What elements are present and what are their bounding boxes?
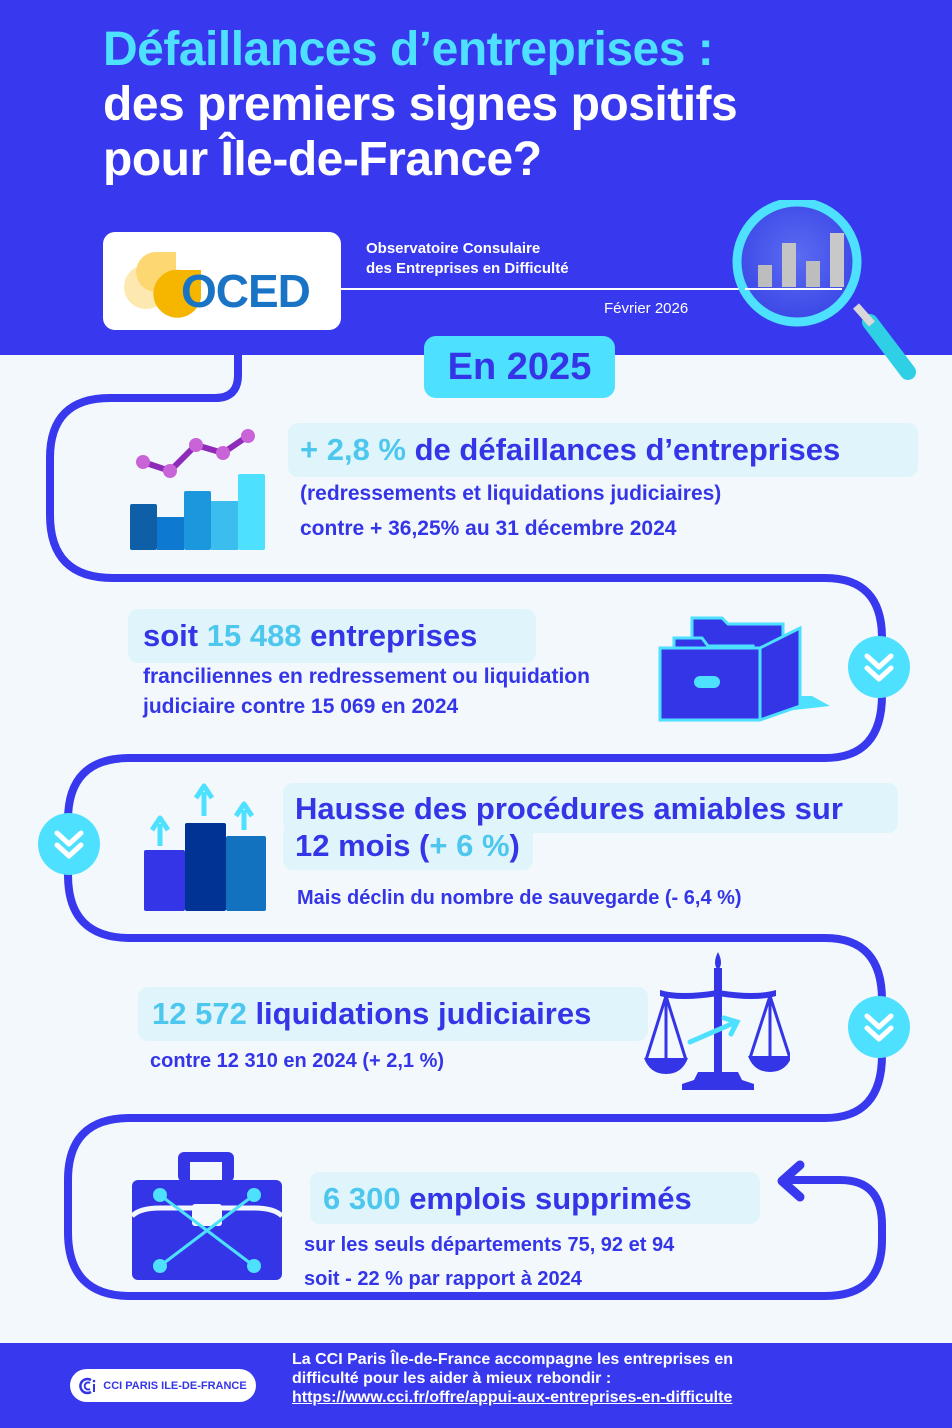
stat-value: 6 300 [323,1181,401,1216]
footer-line-1: La CCI Paris Île-de-France accompagne le… [292,1351,734,1368]
stat-value: 12 572 [152,996,247,1031]
cci-logo-icon [79,1377,96,1394]
briefcase-icon [130,1152,284,1280]
year-badge: En 2025 [424,336,615,398]
header-divider [341,288,741,290]
stat-detail: (redressements et liquidations judiciair… [300,482,722,505]
stat-companies: soit 15 488 entreprises [143,618,477,654]
stat-failures: + 2,8 % de défaillances d’entreprises [300,432,840,468]
oced-logo-text: OCED [181,265,311,317]
highlight-box [310,1172,760,1224]
highlight-box [138,987,648,1041]
page-title: Défaillances d’entreprises : des premier… [103,22,738,187]
chevron-down-icon [38,813,100,875]
observatory-line-1: Observatoire Consulaire [366,240,541,257]
stat-label: de défaillances d’entreprises [406,432,841,467]
cci-logo: CCI PARIS ILE-DE-FRANCE [70,1369,256,1402]
scales-icon [644,952,790,1090]
observatory-line-2: des Entreprises en Difficulté [366,260,569,277]
observatory-name: Observatoire Consulaire des Entreprises … [366,239,569,279]
stat-amicable: Hausse des procédures amiables sur 12 mo… [295,790,843,864]
stat-label: entreprises [301,618,478,653]
stat-value: 15 488 [206,618,302,653]
stat-label: liquidations judiciaires [246,996,592,1031]
title-line-1: Défaillances d’entreprises : [103,23,714,76]
stat-value: + 6 % [429,828,510,863]
highlight-box [283,783,898,833]
cci-support-link[interactable]: https://www.cci.fr/offre/appui-aux-entre… [292,1389,733,1406]
stat-comparison: contre 12 310 en 2024 (+ 2,1 %) [150,1050,445,1072]
highlight-box [283,825,533,870]
title-line-2: des premiers signes positifs [103,78,738,131]
footer-line-2: difficulté pour les aider à mieux rebond… [292,1370,612,1387]
oced-logo: OCED [103,232,341,330]
stat-detail: Mais déclin du nombre de sauvegarde (- 6… [297,887,742,909]
publication-date: Février 2026 [604,300,689,317]
stat-label: Hausse des procédures amiables sur [295,791,843,826]
stat-detail: sur les seuls départements 75, 92 et 94 [304,1234,675,1256]
footer-text: La CCI Paris Île-de-France accompagne le… [292,1350,733,1407]
chevron-down-icon [848,636,910,698]
stat-detail: franciliennes en redressement ou liquida… [143,665,590,688]
chart-trend-icon [130,429,265,550]
stat-liquidations: 12 572 liquidations judiciaires [152,996,591,1032]
oced-drops-icon [124,252,201,318]
bars-up-icon [144,783,266,911]
chevron-down-icon [848,996,910,1058]
stat-comparison: judiciaire contre 15 069 en 2024 [143,695,459,718]
cci-logo-text: CCI PARIS ILE-DE-FRANCE [103,1379,247,1392]
magnifier-chart-icon [732,200,916,380]
stat-prefix: soit [143,618,207,653]
highlight-box [128,609,536,663]
title-line-3: pour Île-de-France? [103,133,542,186]
stat-comparison: contre + 36,25% au 31 décembre 2024 [300,517,677,540]
stat-label: ) [509,828,520,863]
stat-label: 12 mois ( [295,828,430,863]
stat-jobs: 6 300 emplois supprimés [323,1181,692,1217]
stat-comparison: soit - 22 % par rapport à 2024 [304,1268,582,1290]
highlight-box [288,423,918,477]
file-box-icon [658,616,830,722]
stat-value: + 2,8 % [300,432,406,467]
stat-label: emplois supprimés [400,1181,692,1216]
